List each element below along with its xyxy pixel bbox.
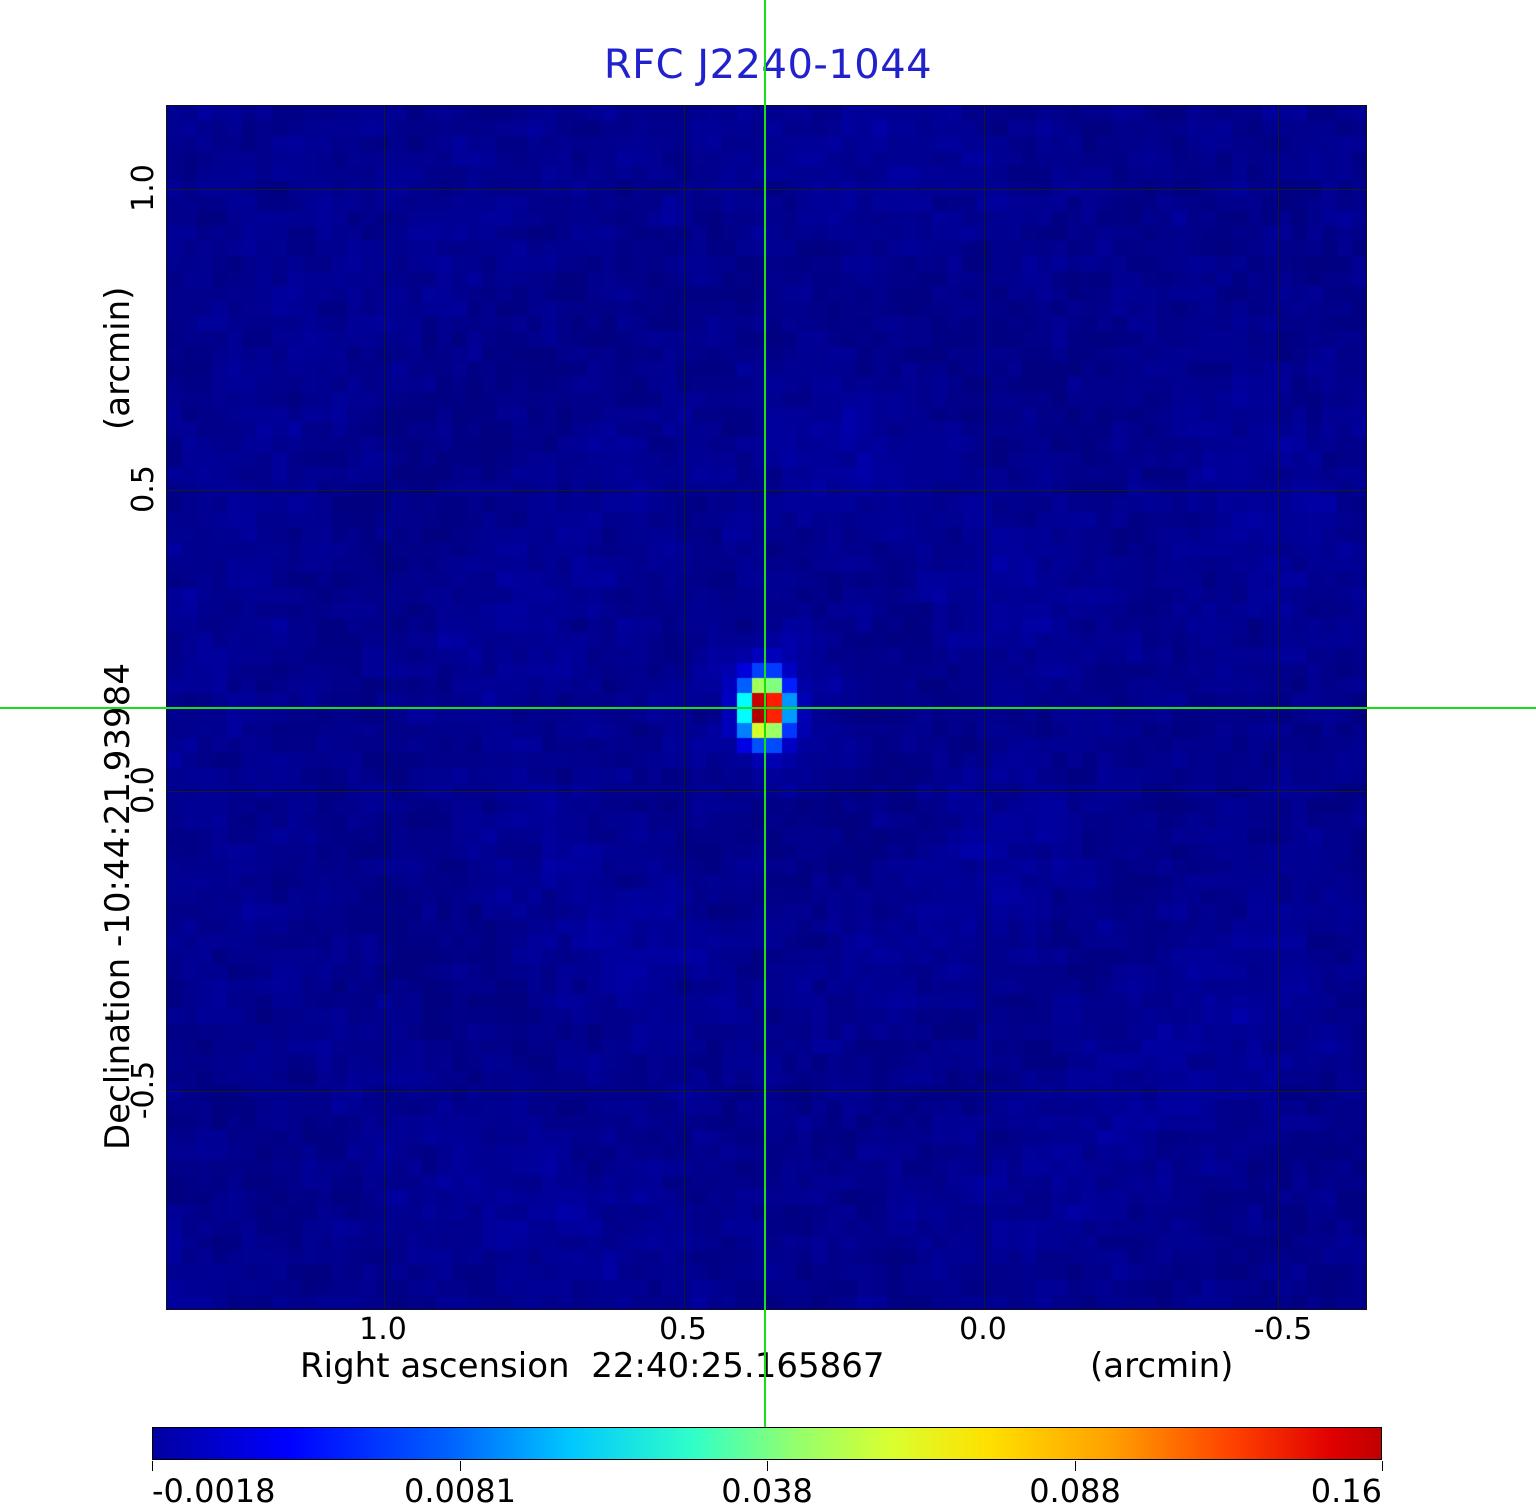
x-axis-label: Right ascension 22:40:25.165867 (300, 1346, 885, 1386)
gridline-horizontal (167, 189, 1366, 190)
page-title: RFC J2240-1044 (603, 42, 933, 88)
x-axis-unit: (arcmin) (1090, 1346, 1234, 1386)
colorbar-tick-label: 0.0081 (404, 1472, 516, 1510)
colorbar-tick (1075, 1461, 1076, 1471)
gridline-horizontal (167, 1091, 1366, 1092)
colorbar-tick-label: 0.038 (721, 1472, 813, 1510)
gridline-horizontal (167, 490, 1366, 491)
colorbar-tick (152, 1461, 153, 1471)
crosshair-horizontal-line (0, 707, 1536, 709)
colorbar-tick-label: -0.0018 (152, 1472, 276, 1510)
x-tick-label: 0.0 (959, 1312, 1007, 1347)
y-axis-label: Declination -10:44:21.93984 (98, 663, 138, 1150)
crosshair-vertical-line (764, 0, 766, 1427)
y-tick-label: 0.5 (126, 465, 161, 513)
y-axis-unit: (arcmin) (98, 286, 138, 430)
colorbar-tick-label: 0.088 (1029, 1472, 1121, 1510)
x-axis-label-text: Right ascension (300, 1346, 570, 1386)
colorbar-tick-label: 0.16 (1310, 1472, 1382, 1510)
gridline-horizontal (167, 791, 1366, 792)
y-tick-label: 1.0 (126, 164, 161, 212)
colorbar-tick (460, 1461, 461, 1471)
x-tick-label: 0.5 (659, 1312, 707, 1347)
colorbar (152, 1427, 1382, 1460)
y-axis-coordinate: -10:44:21.93984 (98, 663, 138, 947)
x-tick-label: -0.5 (1253, 1312, 1313, 1347)
x-tick-label: 1.0 (359, 1312, 407, 1347)
x-axis-coordinate: 22:40:25.165867 (591, 1346, 885, 1386)
y-axis-label-text: Declination (98, 957, 138, 1150)
colorbar-tick (1382, 1461, 1383, 1471)
colorbar-tick (767, 1461, 768, 1471)
colorbar-gradient (152, 1427, 1382, 1460)
